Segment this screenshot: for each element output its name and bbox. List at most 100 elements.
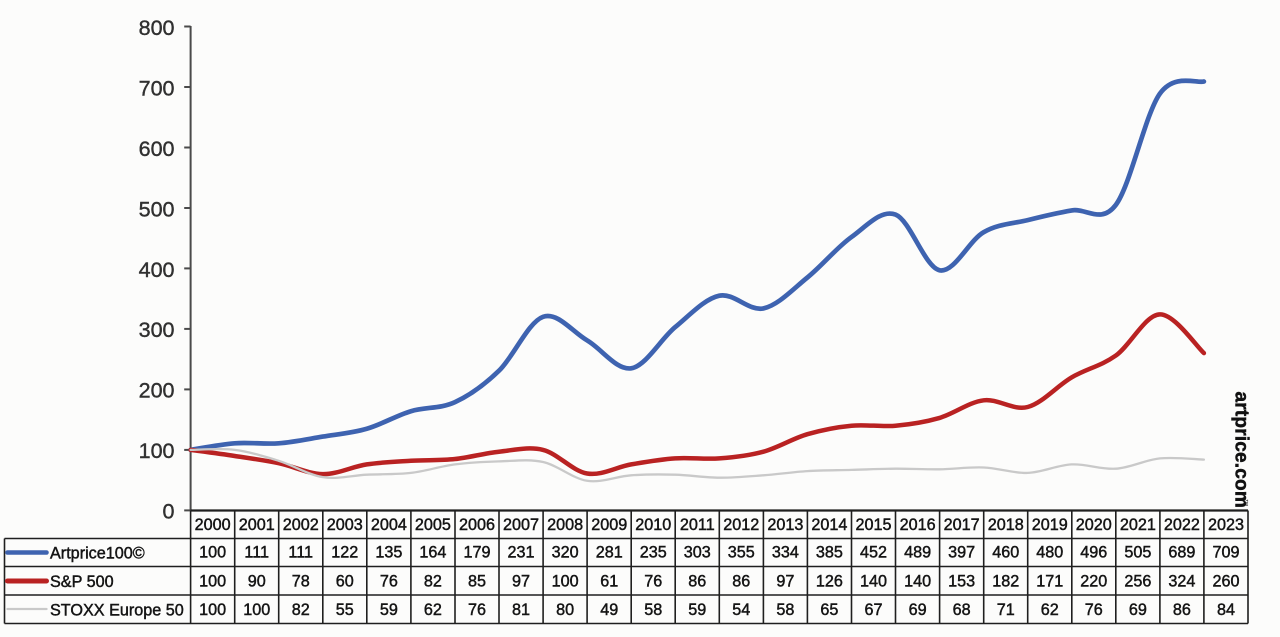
svg-text:182: 182: [992, 572, 1019, 590]
svg-text:55: 55: [336, 601, 354, 619]
svg-text:100: 100: [139, 439, 175, 463]
svg-text:2004: 2004: [371, 516, 407, 534]
svg-text:334: 334: [772, 544, 799, 562]
svg-text:235: 235: [640, 544, 667, 562]
svg-text:76: 76: [1085, 601, 1103, 619]
svg-text:355: 355: [728, 544, 755, 562]
svg-text:2021: 2021: [1120, 516, 1156, 534]
svg-text:71: 71: [997, 601, 1015, 619]
svg-text:2018: 2018: [988, 516, 1024, 534]
svg-text:0: 0: [163, 500, 175, 524]
svg-text:62: 62: [424, 601, 442, 619]
svg-text:60: 60: [336, 572, 354, 590]
svg-text:2002: 2002: [283, 516, 319, 534]
svg-text:76: 76: [380, 572, 398, 590]
svg-text:61: 61: [600, 572, 618, 590]
svg-text:STOXX Europe 50: STOXX Europe 50: [50, 602, 184, 620]
svg-text:122: 122: [331, 544, 358, 562]
svg-text:400: 400: [139, 258, 175, 282]
svg-text:69: 69: [909, 601, 927, 619]
svg-text:135: 135: [375, 544, 402, 562]
svg-text:2019: 2019: [1032, 516, 1068, 534]
svg-text:179: 179: [463, 544, 490, 562]
svg-text:2009: 2009: [591, 516, 627, 534]
svg-text:67: 67: [864, 601, 882, 619]
svg-text:505: 505: [1124, 544, 1151, 562]
svg-text:496: 496: [1080, 544, 1107, 562]
svg-text:59: 59: [380, 601, 398, 619]
svg-text:85: 85: [468, 572, 486, 590]
svg-text:480: 480: [1036, 544, 1063, 562]
svg-text:97: 97: [776, 572, 794, 590]
svg-text:200: 200: [139, 379, 175, 403]
svg-text:58: 58: [776, 601, 794, 619]
svg-text:385: 385: [816, 544, 843, 562]
svg-text:126: 126: [816, 572, 843, 590]
svg-text:140: 140: [860, 572, 887, 590]
svg-text:100: 100: [552, 572, 579, 590]
svg-text:220: 220: [1080, 572, 1107, 590]
svg-text:171: 171: [1036, 572, 1063, 590]
svg-text:709: 709: [1212, 544, 1239, 562]
svg-text:700: 700: [139, 76, 175, 100]
svg-text:62: 62: [1041, 601, 1059, 619]
svg-text:153: 153: [948, 572, 975, 590]
svg-text:2013: 2013: [767, 516, 803, 534]
svg-text:300: 300: [139, 318, 175, 342]
svg-text:2005: 2005: [415, 516, 451, 534]
svg-text:76: 76: [468, 601, 486, 619]
svg-text:2022: 2022: [1164, 516, 1200, 534]
svg-text:256: 256: [1124, 572, 1151, 590]
svg-text:68: 68: [953, 601, 971, 619]
svg-text:80: 80: [556, 601, 574, 619]
svg-text:320: 320: [552, 544, 579, 562]
svg-text:86: 86: [688, 572, 706, 590]
svg-text:2015: 2015: [855, 516, 891, 534]
svg-text:2023: 2023: [1208, 516, 1244, 534]
svg-text:84: 84: [1217, 601, 1235, 619]
svg-text:100: 100: [199, 601, 226, 619]
svg-text:324: 324: [1168, 572, 1195, 590]
svg-text:2001: 2001: [239, 516, 275, 534]
svg-text:397: 397: [948, 544, 975, 562]
svg-text:689: 689: [1168, 544, 1195, 562]
svg-text:460: 460: [992, 544, 1019, 562]
svg-text:82: 82: [424, 572, 442, 590]
svg-text:140: 140: [904, 572, 931, 590]
svg-text:303: 303: [684, 544, 711, 562]
svg-text:54: 54: [732, 601, 750, 619]
svg-text:2012: 2012: [723, 516, 759, 534]
svg-text:260: 260: [1212, 572, 1239, 590]
svg-text:2020: 2020: [1076, 516, 1112, 534]
svg-text:69: 69: [1129, 601, 1147, 619]
svg-text:489: 489: [904, 544, 931, 562]
svg-text:2014: 2014: [811, 516, 847, 534]
svg-text:86: 86: [1173, 601, 1191, 619]
svg-text:100: 100: [199, 544, 226, 562]
svg-text:2000: 2000: [195, 516, 231, 534]
svg-text:111: 111: [288, 544, 313, 562]
svg-text:Artprice100©: Artprice100©: [50, 545, 145, 563]
svg-text:78: 78: [292, 572, 310, 590]
svg-text:™: ™: [1241, 499, 1250, 507]
svg-text:231: 231: [507, 544, 534, 562]
svg-text:90: 90: [248, 572, 266, 590]
svg-text:97: 97: [512, 572, 530, 590]
svg-text:164: 164: [419, 544, 446, 562]
svg-text:S&P 500: S&P 500: [50, 573, 114, 591]
svg-text:281: 281: [596, 544, 623, 562]
svg-text:111: 111: [244, 544, 269, 562]
svg-text:452: 452: [860, 544, 887, 562]
svg-text:600: 600: [139, 137, 175, 161]
svg-text:2017: 2017: [944, 516, 980, 534]
svg-text:2011: 2011: [680, 516, 715, 534]
svg-text:2007: 2007: [503, 516, 539, 534]
svg-text:59: 59: [688, 601, 706, 619]
svg-text:82: 82: [292, 601, 310, 619]
svg-text:2003: 2003: [327, 516, 363, 534]
svg-text:2016: 2016: [900, 516, 936, 534]
svg-text:100: 100: [199, 572, 226, 590]
svg-text:500: 500: [139, 197, 175, 221]
svg-text:49: 49: [600, 601, 618, 619]
svg-text:58: 58: [644, 601, 662, 619]
